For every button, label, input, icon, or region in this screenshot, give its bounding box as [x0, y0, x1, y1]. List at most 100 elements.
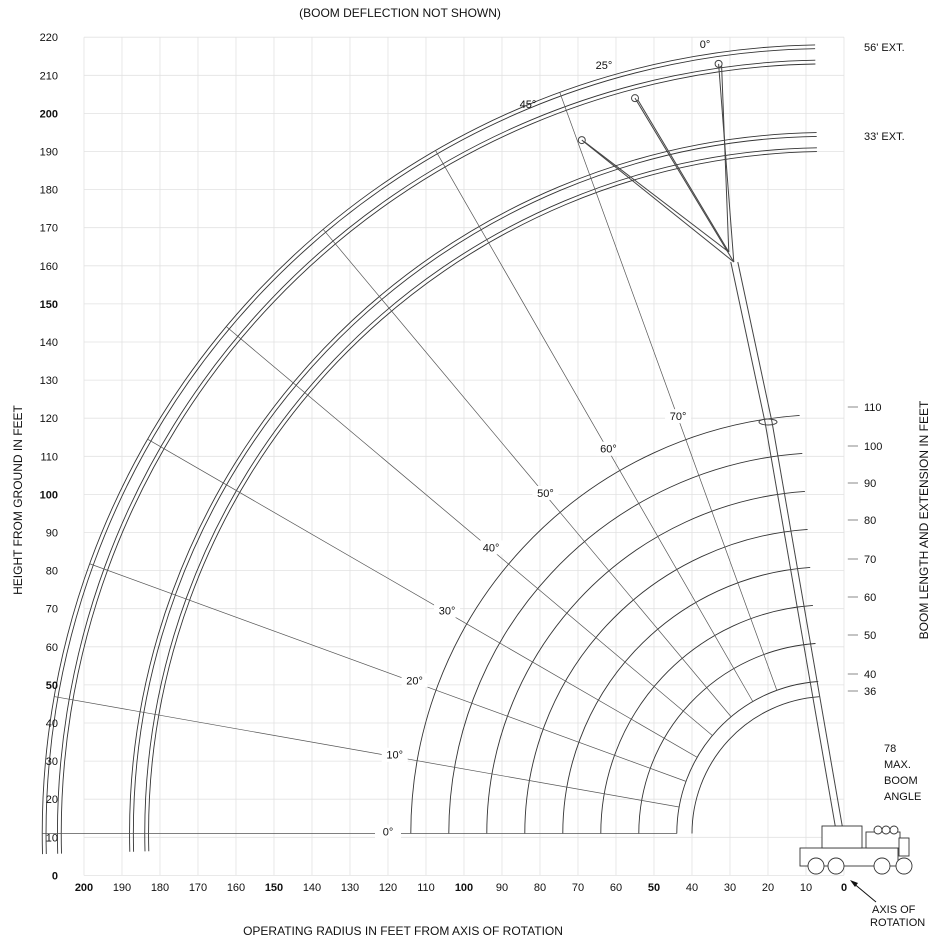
boom-length-label: 100: [864, 441, 882, 453]
boom-angle-label: 10°: [386, 750, 403, 762]
jib-line: [718, 63, 735, 263]
y-tick-label: 140: [40, 337, 58, 349]
boom-deflection-note: (BOOM DEFLECTION NOT SHOWN): [299, 6, 501, 20]
angle-label-mask: [381, 747, 408, 762]
extension-arc: [129, 132, 817, 852]
x-tick-label: 50: [648, 882, 660, 894]
boom-angle-ray-outer: [435, 150, 621, 471]
y-tick-label: 160: [40, 261, 58, 273]
boom-angle-ray-inner: [508, 563, 713, 736]
boom-angle-label: 70°: [670, 411, 687, 423]
x-tick-label: 120: [379, 882, 397, 894]
jib-offset-label: 45°: [520, 99, 537, 111]
boom-angle-label: 20°: [406, 675, 423, 687]
boom-angle-ray-outer: [559, 92, 687, 440]
x-tick-label: 140: [303, 882, 321, 894]
x-tick-label: 40: [686, 882, 698, 894]
boom-angle-label: 30°: [439, 606, 456, 618]
y-tick-label: 70: [46, 604, 58, 616]
max-boom-angle-note: 78 MAX. BOOM ANGLE: [884, 743, 921, 803]
boom-length-label: 110: [864, 402, 882, 414]
boom-angle-ray-outer: [54, 696, 418, 762]
boom-length-label: 80: [864, 515, 876, 527]
extension-arc: [45, 48, 816, 855]
carrier-cab: [821, 825, 863, 849]
x-tick-label: 20: [762, 882, 774, 894]
boom-angle-rays: [42, 92, 778, 834]
wheel: [895, 857, 913, 875]
jib-tip: [714, 59, 723, 68]
boom-length-arc: [486, 490, 805, 834]
y-tick-label: 170: [40, 223, 58, 235]
jib-line: [581, 139, 735, 263]
jib-line: [634, 97, 735, 263]
extension-arc: [132, 135, 817, 852]
jib-offset-label: 0°: [700, 39, 711, 51]
y-tick-label: 60: [46, 642, 58, 654]
y-tick-label: 200: [40, 108, 58, 120]
jib-line: [637, 99, 730, 253]
wheel: [807, 857, 825, 875]
boom-angle-label: 60°: [600, 444, 617, 456]
boom-angle-ray-outer: [226, 326, 509, 565]
boom-angle-ray-outer: [89, 563, 437, 691]
boom-length-arc: [691, 696, 820, 834]
angle-label-mask: [434, 603, 461, 618]
jib-offset-label: 25°: [596, 60, 613, 72]
boom-angle-ray-inner: [435, 689, 687, 782]
angle-label-mask: [375, 824, 401, 839]
boom-edge: [730, 261, 766, 423]
x-tick-label: 70: [572, 882, 584, 894]
extension-arc: [144, 147, 817, 852]
boom-length-arc: [600, 604, 813, 834]
boom-angle-ray-outer: [322, 229, 561, 513]
x-tick-label: 90: [496, 882, 508, 894]
x-tick-label: 180: [151, 882, 169, 894]
boom-length-label: 50: [864, 630, 876, 642]
x-tick-label: 100: [455, 882, 473, 894]
y-tick-label: 190: [40, 147, 58, 159]
boom-length-label: 60: [864, 592, 876, 604]
x-axis-title: OPERATING RADIUS IN FEET FROM AXIS OF RO…: [243, 924, 563, 938]
y-tick-label: 180: [40, 185, 58, 197]
boom-length-arc: [638, 643, 816, 834]
grid-lines: [83, 36, 845, 876]
angle-label-mask: [532, 485, 559, 500]
sheave: [889, 825, 899, 835]
angle-label-mask: [665, 409, 692, 424]
y-tick-label: 30: [46, 756, 58, 768]
y-tick-label: 50: [46, 680, 58, 692]
boom-edge: [737, 261, 773, 423]
boom-length-arc: [448, 452, 803, 834]
extension-label: 56' EXT.: [864, 42, 905, 54]
jib-line: [584, 141, 730, 253]
boom-angle-label: 40°: [483, 542, 500, 554]
jib-tip: [631, 94, 639, 103]
boom-length-arc: [562, 566, 811, 834]
boom-angle-ray-inner: [466, 623, 698, 758]
jib-tip: [577, 136, 586, 145]
x-tick-label: 80: [534, 882, 546, 894]
right-axis-title: BOOM LENGTH AND EXTENSION IN FEET: [917, 400, 931, 639]
angle-label-mask: [595, 441, 622, 456]
superstructure: [865, 831, 901, 849]
boom-length-arc: [676, 681, 819, 834]
y-tick-label: 120: [40, 413, 58, 425]
boom-length-label: 40: [864, 669, 876, 681]
jib-line: [721, 65, 730, 253]
boom-angle-label: 50°: [537, 488, 554, 500]
y-tick-label: 90: [46, 528, 58, 540]
boom-section-joint: [758, 418, 778, 426]
x-tick-label: 30: [724, 882, 736, 894]
x-tick-label: 170: [189, 882, 207, 894]
boom-angle-label: 0°: [383, 826, 394, 838]
y-tick-label: 100: [40, 489, 58, 501]
angle-label-mask: [401, 673, 428, 688]
boom-angle-ray-inner: [619, 470, 754, 702]
extension-label: 33' EXT.: [864, 131, 905, 143]
axis-of-rotation-note: AXIS OF ROTATION: [870, 904, 925, 929]
sheave: [881, 825, 891, 835]
extension-arc: [56, 59, 816, 854]
x-tick-label: 190: [113, 882, 131, 894]
